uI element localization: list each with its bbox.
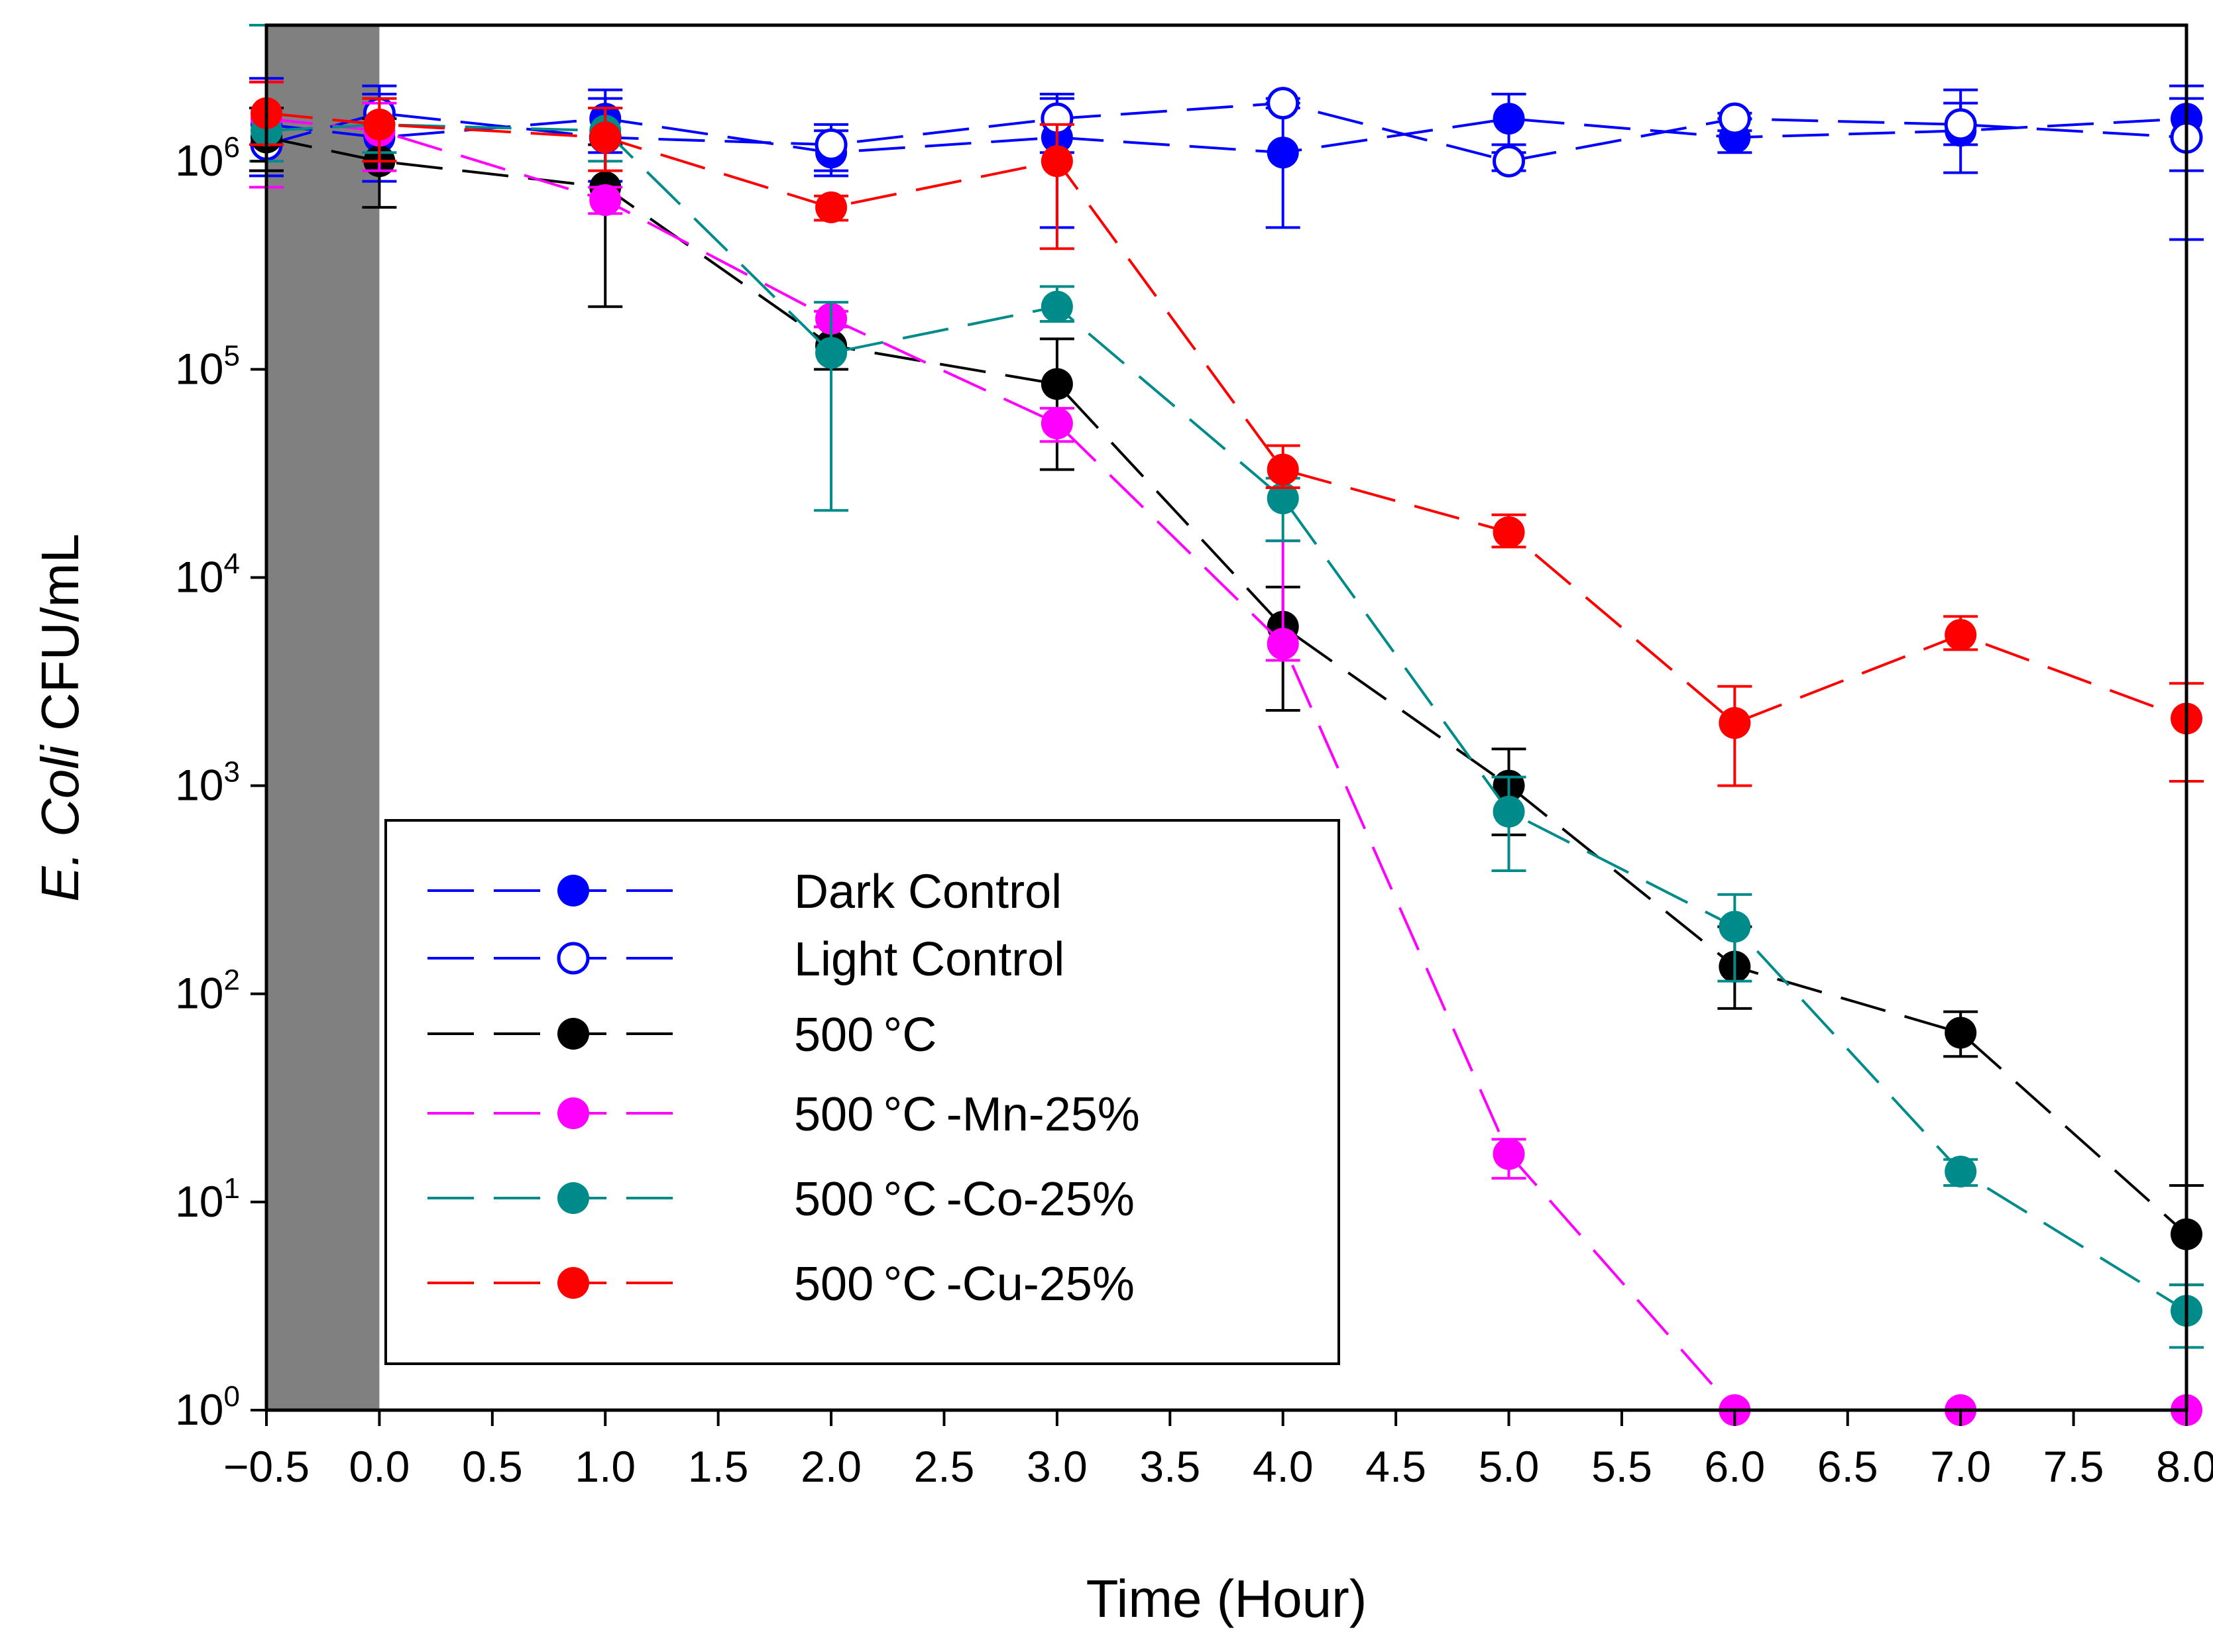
x-tick-label: −0.5 <box>223 1442 310 1491</box>
y-tick-label: 101 <box>175 1172 240 1226</box>
x-tick-label: 5.0 <box>1479 1442 1540 1491</box>
data-point <box>589 184 622 216</box>
plot-frame <box>264 23 2188 1412</box>
data-point <box>1719 707 1751 740</box>
data-point <box>1493 795 1525 828</box>
data-point <box>1267 628 1299 660</box>
legend-marker <box>557 1267 589 1299</box>
x-tick-label: 1.5 <box>688 1442 749 1491</box>
data-point <box>1267 87 1300 120</box>
data-point <box>1945 1017 1977 1049</box>
x-tick-label: 6.5 <box>1817 1442 1878 1491</box>
legend-label: Dark Control <box>794 865 1062 918</box>
x-tick-label: 0.5 <box>462 1442 523 1491</box>
data-point <box>815 191 848 223</box>
data-point <box>815 337 848 369</box>
legend-marker <box>557 942 590 975</box>
data-point <box>1718 102 1751 135</box>
legend-label: 500 °C -Cu-25% <box>794 1258 1135 1311</box>
x-tick-label: 2.5 <box>914 1442 975 1491</box>
data-point <box>1944 108 1977 141</box>
data-point <box>1493 1138 1525 1170</box>
data-point <box>1267 137 1299 169</box>
legend-label: 500 °C <box>794 1009 936 1062</box>
x-tick-label: 4.0 <box>1253 1442 1314 1491</box>
x-tick-label: 8.0 <box>2156 1442 2213 1491</box>
series-line <box>266 101 2187 163</box>
data-point <box>1041 290 1073 323</box>
y-tick-label: 105 <box>175 339 240 393</box>
data-point <box>589 121 622 154</box>
x-tick-label: 6.0 <box>1704 1442 1765 1491</box>
data-point <box>1719 910 1751 943</box>
y-axis-title: E. Coli CFU/mL <box>30 533 89 902</box>
x-tick-label: 4.5 <box>1365 1442 1426 1491</box>
x-tick-label: 5.5 <box>1591 1442 1652 1491</box>
y-tick-label: 104 <box>175 547 240 601</box>
data-point <box>1267 453 1299 486</box>
legend-marker <box>557 1182 589 1214</box>
x-tick-label: 2.0 <box>801 1442 862 1491</box>
legend-marker <box>557 1097 589 1129</box>
data-point <box>1041 145 1073 178</box>
y-tick-label: 106 <box>175 131 240 185</box>
legend-marker <box>557 1018 589 1050</box>
data-point <box>1041 368 1073 400</box>
x-tick-label: 3.5 <box>1139 1442 1200 1491</box>
x-tick-label: 0.0 <box>349 1442 410 1491</box>
series-line <box>266 136 2188 1235</box>
data-point <box>363 108 396 140</box>
series-line <box>266 117 2186 1411</box>
data-point <box>815 128 848 161</box>
y-tick-label: 102 <box>175 964 240 1018</box>
legend-label: 500 °C -Co-25% <box>794 1173 1135 1226</box>
data-point <box>1041 407 1073 439</box>
legend-box <box>384 819 1340 1365</box>
y-tick-label: 100 <box>175 1380 240 1434</box>
legend-marker <box>557 875 589 907</box>
x-tick-label: 7.5 <box>2043 1442 2104 1491</box>
data-point <box>1493 144 1526 178</box>
legend-label: 500 °C -Mn-25% <box>794 1088 1140 1141</box>
data-point <box>1945 1155 1977 1187</box>
data-point <box>1493 516 1525 549</box>
data-point <box>1945 619 1977 651</box>
legend-label: Light Control <box>794 933 1064 986</box>
x-tick-label: 7.0 <box>1930 1442 1991 1491</box>
dark-period-band <box>266 25 380 1410</box>
data-point <box>1267 482 1299 515</box>
x-tick-label: 1.0 <box>575 1442 636 1491</box>
x-axis-title: Time (Hour) <box>1086 1569 1367 1628</box>
series-line <box>266 111 2187 725</box>
x-tick-label: 3.0 <box>1027 1442 1088 1491</box>
series-line <box>266 123 2188 1312</box>
y-tick-label: 103 <box>175 756 240 810</box>
data-point <box>1493 103 1525 135</box>
